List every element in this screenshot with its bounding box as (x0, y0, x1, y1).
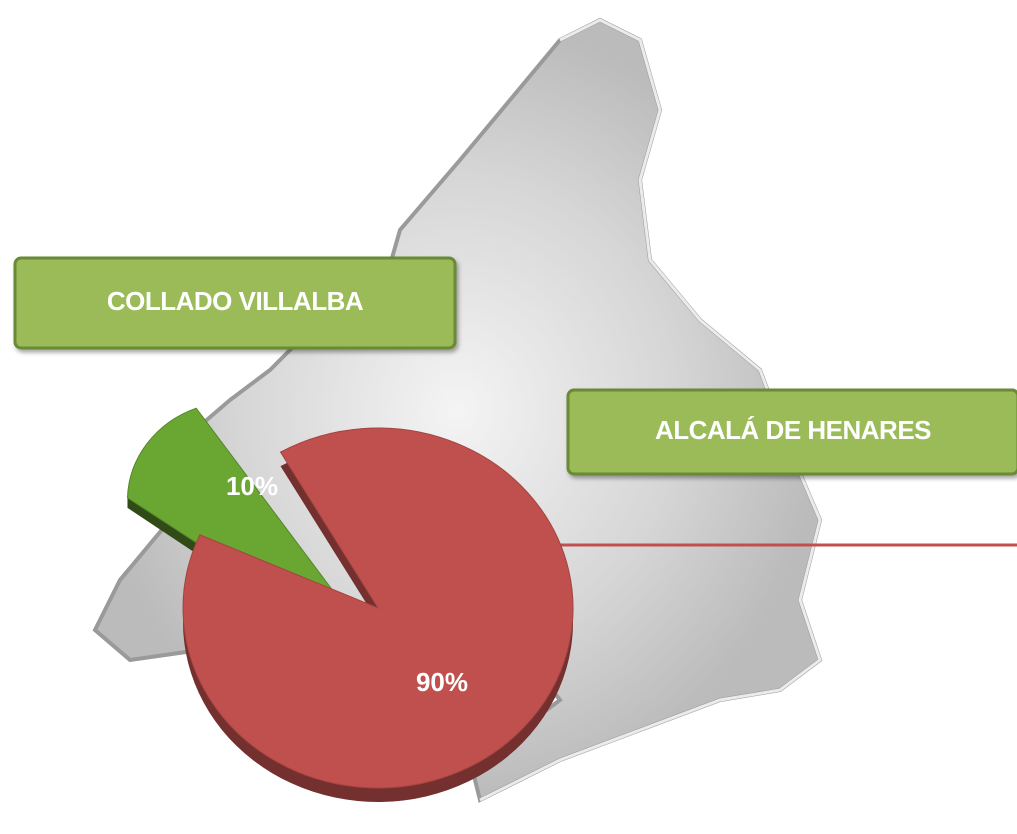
pie: 10% 90% (126, 407, 574, 802)
callouts: COLLADO VILLALBA ALCALÁ DE HENARES (13, 256, 1017, 476)
pie-slice (182, 427, 574, 789)
callout-box (566, 388, 1017, 476)
data-label: 90% (416, 667, 468, 697)
data-label: 10% (226, 471, 278, 501)
callout-box (13, 256, 457, 350)
callout-label: ALCALÁ DE HENARES (655, 415, 931, 445)
callout-label: COLLADO VILLALBA (107, 286, 364, 316)
